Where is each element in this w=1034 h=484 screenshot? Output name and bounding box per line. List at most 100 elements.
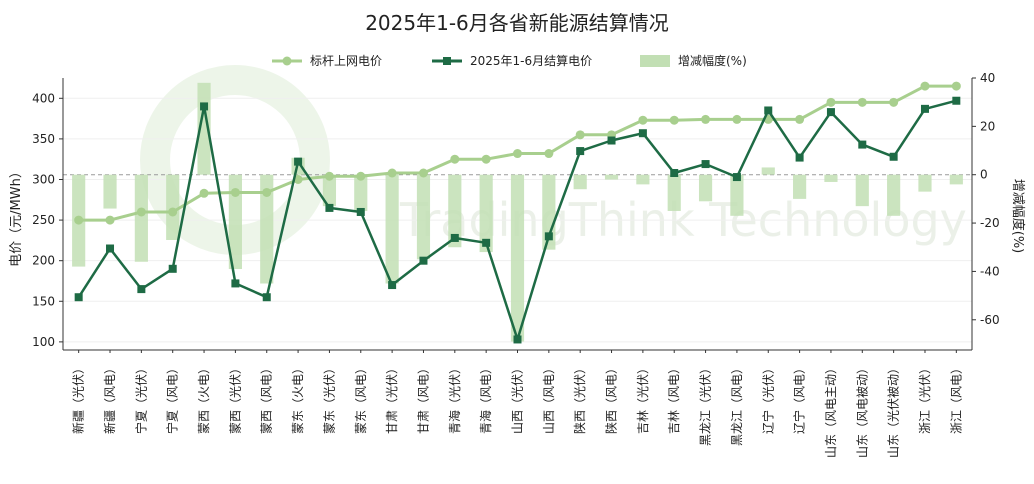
x-tick-label: 甘肃（风电） xyxy=(416,362,430,434)
point xyxy=(670,168,679,177)
legend-item: 2025年1-6月结算电价 xyxy=(432,53,592,68)
legend-swatch xyxy=(640,55,670,67)
point xyxy=(74,215,84,225)
x-tick-label: 蒙东（风电） xyxy=(354,362,368,434)
y2-tick-label: 40 xyxy=(980,71,995,85)
point xyxy=(857,97,867,107)
x-tick-label: 吉林（光伏） xyxy=(636,362,650,434)
bar xyxy=(824,174,838,182)
point xyxy=(544,149,554,159)
point xyxy=(889,152,898,161)
x-tick-label: 青海（光伏） xyxy=(447,362,462,434)
bar xyxy=(166,174,180,240)
x-tick-label: 黑龙江（风电） xyxy=(730,362,744,446)
point xyxy=(701,160,710,169)
point xyxy=(858,140,867,149)
point xyxy=(920,81,930,91)
point xyxy=(105,215,115,225)
x-tick-label: 蒙西（风电） xyxy=(260,362,274,434)
bar xyxy=(949,174,963,185)
x-tick-label: 蒙东（火电） xyxy=(291,362,305,434)
legend-label: 标杆上网电价 xyxy=(310,54,382,68)
bar xyxy=(636,174,650,185)
point xyxy=(513,149,522,159)
x-tick-label: 新疆（光伏） xyxy=(71,362,86,434)
legend-label: 增减幅度(%) xyxy=(678,53,747,68)
point xyxy=(137,285,146,294)
bar xyxy=(918,174,932,192)
point xyxy=(168,207,178,217)
legend-item: 增减幅度(%) xyxy=(640,53,747,68)
point xyxy=(106,244,115,253)
y-tick-label: 150 xyxy=(32,294,55,308)
bar xyxy=(573,174,587,190)
bar xyxy=(761,167,775,175)
axes: 100 150 200 250 300 350 400 -60 -40 -20 0 20 40 新疆（光伏… xyxy=(32,71,1000,458)
bar xyxy=(667,174,681,211)
point xyxy=(387,168,397,178)
legend: 标杆上网电价 2025年1-6月结算电价 增减幅度(%) xyxy=(272,53,747,68)
y2-tick-label: 0 xyxy=(980,168,988,182)
point xyxy=(388,281,397,290)
point xyxy=(513,335,522,344)
point xyxy=(262,187,272,197)
x-tick-label: 黑龙江（光伏） xyxy=(699,362,713,446)
point xyxy=(544,232,553,241)
bar xyxy=(479,174,493,253)
bar xyxy=(887,174,901,216)
legend-label: 2025年1-6月结算电价 xyxy=(470,53,592,68)
point xyxy=(481,154,491,164)
point xyxy=(795,153,804,162)
y-tick-label: 250 xyxy=(32,213,55,227)
y-axis-label: 电价（元/MWh） xyxy=(9,165,24,267)
x-tick-label: 蒙西（光伏） xyxy=(228,362,242,434)
bar xyxy=(542,174,556,250)
point xyxy=(418,168,428,178)
legend-marker xyxy=(443,57,451,65)
point xyxy=(199,188,209,198)
point xyxy=(826,108,835,117)
point xyxy=(482,238,491,247)
point xyxy=(293,174,303,184)
point xyxy=(168,264,177,273)
point xyxy=(356,207,365,216)
bar xyxy=(134,174,148,262)
bar xyxy=(855,174,869,207)
point xyxy=(764,106,773,115)
point xyxy=(262,293,271,302)
point xyxy=(450,233,459,242)
x-tick-label: 山东（风电主动） xyxy=(824,362,838,458)
bar xyxy=(228,174,242,270)
x-tick-label: 青海（风电） xyxy=(478,362,493,434)
y-tick-label: 350 xyxy=(32,132,55,146)
point xyxy=(795,114,805,124)
point xyxy=(200,102,209,111)
x-tick-label: 蒙东（光伏） xyxy=(322,362,336,434)
point xyxy=(450,154,460,164)
point xyxy=(74,293,83,302)
point xyxy=(669,115,679,125)
point xyxy=(732,114,742,124)
y-tick-label: 100 xyxy=(32,335,55,349)
y-tick-label: 300 xyxy=(32,172,55,186)
watermark: TradingThink Technology xyxy=(140,65,967,255)
bar xyxy=(698,174,713,202)
y-tick-label: 200 xyxy=(32,254,55,268)
x-tick-label: 浙江（风电） xyxy=(949,362,963,434)
point xyxy=(701,114,711,124)
point xyxy=(231,279,240,288)
y2-tick-label: 20 xyxy=(980,119,995,133)
bar xyxy=(354,174,368,211)
point xyxy=(356,171,366,181)
x-tick-label: 山西（光伏） xyxy=(511,362,525,434)
point xyxy=(419,256,428,265)
legend-item: 标杆上网电价 xyxy=(272,54,382,68)
point xyxy=(576,147,585,156)
x-tick-label: 宁夏（风电） xyxy=(165,362,180,434)
point xyxy=(638,115,648,125)
line-series xyxy=(74,81,961,344)
point xyxy=(325,203,334,212)
point xyxy=(324,171,334,181)
bar xyxy=(793,174,807,199)
bar xyxy=(730,174,744,216)
